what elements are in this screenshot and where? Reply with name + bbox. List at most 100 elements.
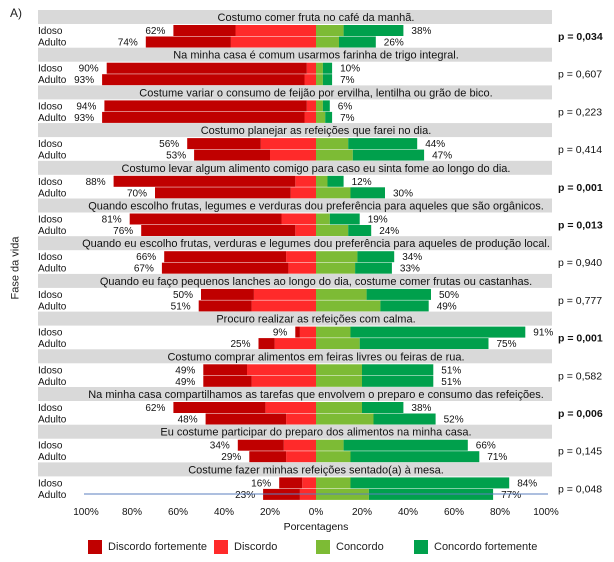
pos-total-label: 66% (476, 441, 496, 452)
bar-discordo-fortemente (155, 187, 291, 199)
group-label: Idoso (38, 403, 63, 414)
bar-concordo (316, 326, 351, 338)
bar-discordo (299, 326, 316, 338)
pos-total-label: 51% (441, 377, 461, 388)
group-label: Adulto (38, 113, 67, 124)
group-label: Adulto (38, 264, 67, 275)
bar-discordo (253, 288, 316, 300)
pos-total-label: 24% (379, 226, 399, 237)
p-value: p = 0,034 (558, 31, 603, 43)
legend: Discordo fortemente Discordo Concordo Co… (88, 540, 588, 558)
item-header-band (38, 123, 552, 138)
p-value: p = 0,223 (558, 106, 602, 118)
neg-total-label: 9% (273, 328, 288, 339)
bar-concordo (316, 451, 351, 463)
bar-concordo (316, 364, 362, 376)
bar-concordo-fortemente (327, 175, 344, 187)
item-header-band (38, 236, 552, 251)
bar-discordo (304, 74, 316, 86)
pos-total-label: 19% (368, 215, 388, 226)
neg-total-label: 62% (145, 26, 165, 37)
group-label: Adulto (38, 226, 67, 237)
pos-total-label: 7% (340, 113, 355, 124)
bar-concordo (316, 477, 351, 489)
bar-discordo (251, 375, 316, 387)
bar-concordo-fortemente (339, 36, 376, 48)
item-title: Costume variar o consumo de feijão por e… (139, 87, 492, 99)
bar-concordo-fortemente (350, 477, 510, 489)
bar-concordo-fortemente (362, 402, 404, 413)
pos-total-label: 75% (497, 339, 517, 350)
neg-total-label: 62% (145, 403, 165, 414)
neg-total-label: 93% (74, 75, 94, 86)
group-label: Adulto (38, 490, 67, 501)
pos-total-label: 6% (338, 101, 353, 112)
legend-item-discordo-fortemente: Discordo fortemente (88, 540, 207, 554)
item-title: Na minha casa é comum usarmos farinha de… (173, 50, 459, 62)
pos-total-label: 12% (352, 177, 372, 188)
pos-total-label: 47% (432, 151, 452, 162)
bar-concordo-fortemente (343, 439, 468, 451)
x-tick-label: 100% (73, 507, 99, 518)
pos-total-label: 71% (487, 452, 507, 463)
pos-total-label: 44% (425, 139, 445, 150)
neg-total-label: 50% (173, 290, 193, 301)
bar-concordo-fortemente (359, 338, 489, 350)
x-tick-label: 40% (214, 507, 234, 518)
bar-discordo (265, 402, 316, 413)
bar-discordo-fortemente (102, 74, 305, 86)
x-tick-label: 0% (309, 507, 324, 518)
p-value: p = 0,006 (558, 408, 603, 420)
pos-total-label: 50% (439, 290, 459, 301)
bar-discordo-fortemente (258, 338, 275, 350)
p-value: p = 0,048 (558, 483, 602, 495)
legend-label: Discordo (234, 541, 278, 553)
bar-concordo-fortemente (329, 213, 360, 225)
legend-swatch (214, 540, 228, 554)
group-label: Idoso (38, 290, 63, 301)
p-value: p = 0,582 (558, 370, 602, 382)
item-title: Costume fazer minhas refeições sentado(a… (188, 464, 444, 476)
item-header-band (38, 387, 552, 401)
bar-concordo-fortemente (343, 25, 404, 36)
group-label: Idoso (38, 441, 63, 452)
bar-concordo (316, 225, 349, 236)
p-value: p = 0,607 (558, 69, 602, 81)
item-title: Procuro realizar as refeições com calma. (216, 314, 415, 326)
bar-concordo-fortemente (362, 375, 434, 387)
bar-concordo-fortemente (362, 364, 434, 376)
bar-discordo-fortemente (295, 326, 300, 338)
item-header-band (38, 10, 552, 24)
item-header-band (38, 47, 552, 62)
bar-concordo (316, 213, 330, 225)
group-label: Idoso (38, 26, 63, 37)
bar-concordo (316, 36, 339, 48)
item-header-band (38, 273, 552, 288)
pos-total-label: 7% (340, 75, 355, 86)
neg-total-label: 53% (166, 151, 186, 162)
bar-discordo (270, 149, 316, 161)
x-tick-label: 60% (444, 507, 464, 518)
bar-concordo-fortemente (373, 413, 436, 425)
legend-label: Discordo fortemente (108, 541, 208, 553)
group-label: Adulto (38, 301, 67, 312)
legend-label: Concordo fortemente (434, 541, 538, 553)
bar-discordo (235, 25, 316, 36)
bar-discordo-fortemente (164, 251, 287, 263)
item-header-band (38, 462, 552, 477)
x-tick-label: 80% (122, 507, 142, 518)
item-title: Costumo comprar alimentos em feiras livr… (167, 351, 464, 363)
bar-discordo (295, 175, 316, 187)
x-tick-label: 40% (398, 507, 418, 518)
bar-discordo-fortemente (104, 100, 307, 112)
pos-total-label: 10% (340, 64, 360, 75)
bar-concordo (316, 138, 349, 150)
bar-discordo (274, 338, 316, 350)
bar-discordo-fortemente (237, 439, 284, 451)
bar-discordo-fortemente (102, 111, 305, 123)
neg-total-label: 76% (113, 226, 133, 237)
bar-discordo (306, 62, 316, 74)
x-tick-label: 100% (533, 507, 559, 518)
item-title: Na minha casa compartilhamos as tarefas … (88, 389, 544, 401)
bar-concordo-fortemente (380, 300, 429, 312)
